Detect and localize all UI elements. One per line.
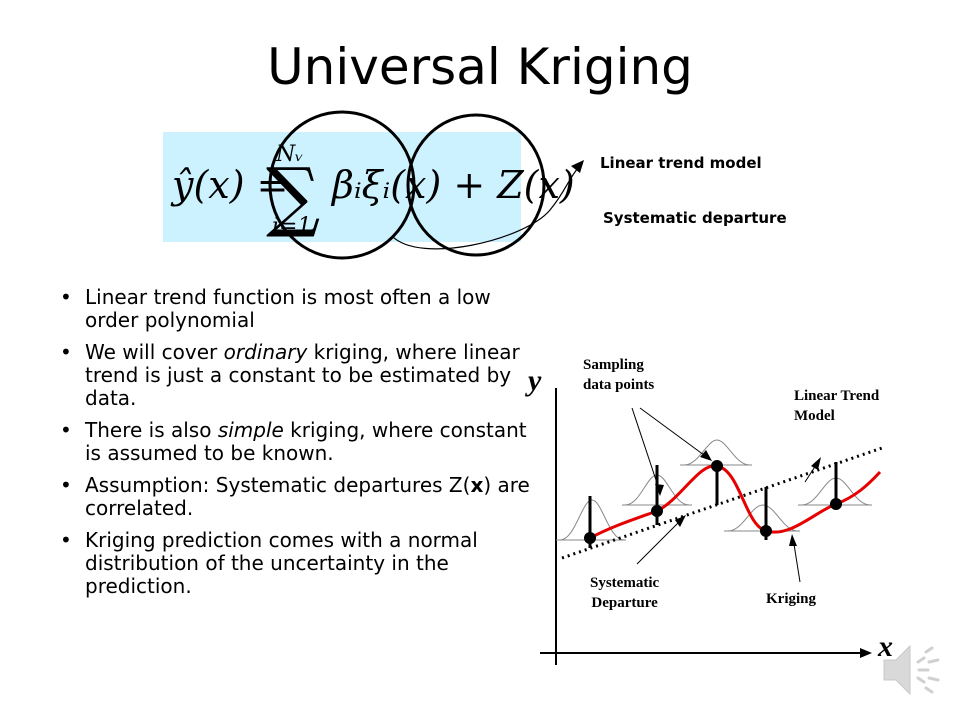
y-axis-label: y	[528, 364, 542, 397]
bullet-list: Linear trend function is most often a lo…	[60, 286, 530, 607]
departure-term-circle	[406, 113, 546, 257]
gaussian-curve	[683, 439, 751, 466]
linear-trend-model-diagram-label: Linear Trend Model	[794, 388, 880, 424]
systematic-departure-label: Systematic departure	[603, 209, 787, 227]
trend-term-circle	[268, 110, 416, 260]
distribution-curves	[556, 439, 872, 541]
data-point	[760, 525, 772, 537]
bullet-item: Assumption: Systematic departures Z(x) a…	[60, 474, 530, 520]
data-point	[651, 505, 663, 517]
annotation-arrow	[391, 167, 579, 250]
data-point	[711, 460, 723, 472]
data-points	[584, 460, 842, 544]
data-point	[584, 532, 596, 544]
equation-terms: βᵢξᵢ(x) + Z(x)	[332, 163, 575, 207]
equation-sum-symbol: ∑	[266, 151, 321, 240]
speaker-icon[interactable]	[880, 640, 944, 700]
data-point	[830, 498, 842, 510]
bullet-item: There is also simple kriging, where cons…	[60, 419, 530, 465]
slide-title: Universal Kriging	[267, 38, 693, 96]
x-axis-label: x	[878, 630, 893, 663]
bullet-item: Kriging prediction comes with a normal d…	[60, 529, 530, 598]
annotation-arrow-head	[571, 160, 584, 173]
kriging-label: Kriging	[766, 591, 817, 607]
linear-trend-model-label: Linear trend model	[600, 154, 762, 172]
x-axis-arrow	[860, 648, 872, 658]
systematic-departure-diagram-label: Systematic Departure	[590, 575, 660, 611]
gaussian-curve	[559, 499, 625, 541]
gaussian-curve	[727, 504, 799, 532]
sampling-points-label: Sampling data points	[583, 357, 655, 393]
label-pointer-heads	[655, 450, 821, 546]
linear-trend-line	[561, 446, 883, 560]
bullet-item: We will cover ordinary kriging, where li…	[60, 341, 530, 410]
equation-box	[163, 132, 521, 242]
bullet-item: Linear trend function is most often a lo…	[60, 286, 530, 332]
